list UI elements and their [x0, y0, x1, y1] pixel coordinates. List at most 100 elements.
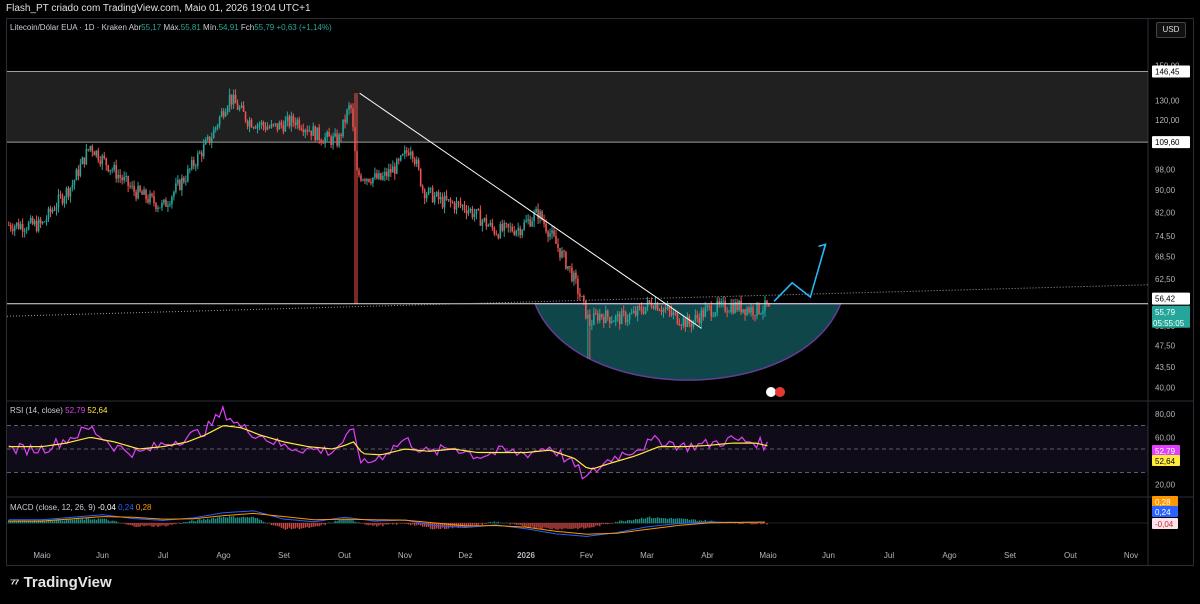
candle-body — [364, 179, 366, 182]
candle-body — [445, 195, 448, 200]
candle-body — [591, 324, 593, 326]
close-value: 55,79 — [254, 23, 275, 32]
macd-histogram-bar — [79, 519, 82, 524]
macd-label: MACD (close, 12, 26, 9) — [10, 503, 96, 512]
candle-body — [543, 219, 545, 224]
candle-body — [431, 187, 434, 203]
macd-histogram-bar — [129, 523, 131, 525]
macd-histogram-bar — [575, 523, 577, 529]
candle-body — [734, 302, 736, 313]
candle-body — [766, 300, 768, 304]
macd-histogram-bar — [541, 523, 543, 529]
macd-histogram-bar — [599, 523, 601, 527]
price-tick-label: 43,50 — [1155, 363, 1176, 372]
price-chart[interactable]: 150,00130,00120,0098,0090,0082,0074,5068… — [0, 0, 1200, 566]
candle-body — [487, 225, 490, 227]
macd-histogram-bar — [101, 518, 103, 524]
candle-body — [547, 231, 549, 237]
macd-histogram-bar — [316, 523, 318, 527]
currency-button[interactable]: USD — [1156, 22, 1186, 38]
candle-body — [242, 105, 245, 112]
candle-body — [384, 171, 386, 176]
candle-body — [312, 126, 315, 136]
candle-body — [77, 169, 80, 176]
candle-body — [396, 159, 398, 174]
macd-histogram-bar — [394, 523, 396, 524]
candle-body — [236, 103, 239, 110]
macd-histogram-bar — [209, 519, 211, 524]
candle-body — [55, 207, 58, 211]
candle-body — [224, 112, 227, 117]
candle-body — [451, 202, 454, 203]
candle-body — [604, 310, 607, 323]
macd-histogram-bar — [605, 523, 607, 525]
rsi-value-tag-label: 52,64 — [1155, 457, 1176, 466]
candle-body — [163, 199, 165, 203]
change-value: +0,63 (+1,14%) — [276, 23, 332, 32]
macd-histogram-bar — [187, 522, 189, 524]
candle-body — [83, 157, 86, 165]
macd-histogram-bar — [256, 518, 259, 524]
tradingview-logo[interactable]: ⁷⁷ TradingView — [10, 574, 112, 591]
macd-signal-line — [8, 512, 765, 535]
low-value: 54,91 — [218, 23, 239, 32]
candle-body — [189, 168, 191, 170]
candle-body — [698, 317, 701, 324]
rsi-tick-label: 20,00 — [1155, 480, 1176, 489]
macd-histogram-bar — [571, 523, 573, 529]
candle-body — [258, 124, 261, 126]
macd-histogram-bar — [740, 523, 742, 524]
macd-histogram-bar — [376, 523, 378, 527]
candle-body — [43, 221, 46, 223]
symbol-legend[interactable]: Litecoin/Dólar EUA · 1D · Kraken Abr55,1… — [10, 23, 332, 32]
candle-body — [276, 123, 279, 130]
candle-body — [388, 169, 390, 177]
candle-body — [23, 230, 26, 232]
candle-body — [447, 199, 450, 200]
footer — [0, 566, 1200, 604]
tradingview-brand-name: TradingView — [23, 574, 112, 591]
candle-body — [672, 312, 675, 316]
time-tick-label: Ago — [942, 551, 957, 560]
candle-body — [555, 235, 557, 244]
rsi-legend[interactable]: RSI (14, close) 52,79 52,64 — [10, 406, 107, 415]
macd-histogram-bar — [83, 519, 86, 524]
candle-body — [622, 310, 625, 313]
candle-body — [461, 205, 464, 206]
macd-histogram-bar — [469, 523, 472, 526]
candle-body — [716, 301, 719, 313]
macd-histogram-bar — [77, 518, 80, 524]
macd-histogram-bar — [193, 520, 195, 524]
macd-histogram-bar — [282, 523, 285, 529]
macd-histogram-bar — [545, 523, 547, 528]
candle-body — [314, 126, 317, 141]
candle-body — [348, 105, 350, 110]
candle-body — [185, 181, 187, 182]
macd-histogram-bar — [141, 523, 143, 526]
macd-histogram-bar — [218, 516, 221, 524]
macd-histogram-bar — [515, 523, 517, 526]
candle-body — [89, 146, 92, 150]
macd-histogram-bar — [161, 523, 163, 526]
macd-histogram-bar — [107, 520, 109, 524]
candle-body — [270, 124, 273, 128]
candle-body — [37, 219, 40, 232]
macd-histogram-bar — [197, 519, 199, 524]
macd-legend[interactable]: MACD (close, 12, 26, 9) -0,04 0,24 0,28 — [10, 503, 151, 512]
candle-body — [284, 120, 287, 132]
macd-histogram-bar — [356, 522, 358, 524]
candle-body — [248, 120, 251, 127]
candle-body — [254, 127, 257, 129]
candle-body — [264, 125, 267, 130]
macd-histogram-bar — [13, 520, 16, 524]
candle-body — [608, 317, 611, 324]
macd-histogram-bar — [497, 521, 499, 524]
candle-body — [477, 209, 480, 211]
candle-body — [415, 159, 418, 164]
candle-body — [650, 302, 653, 308]
macd-histogram-bar — [171, 523, 173, 525]
macd-signal-value: 0,28 — [135, 503, 152, 512]
candle-body — [704, 307, 707, 317]
candle-body — [111, 169, 114, 171]
candle-body — [296, 119, 299, 126]
